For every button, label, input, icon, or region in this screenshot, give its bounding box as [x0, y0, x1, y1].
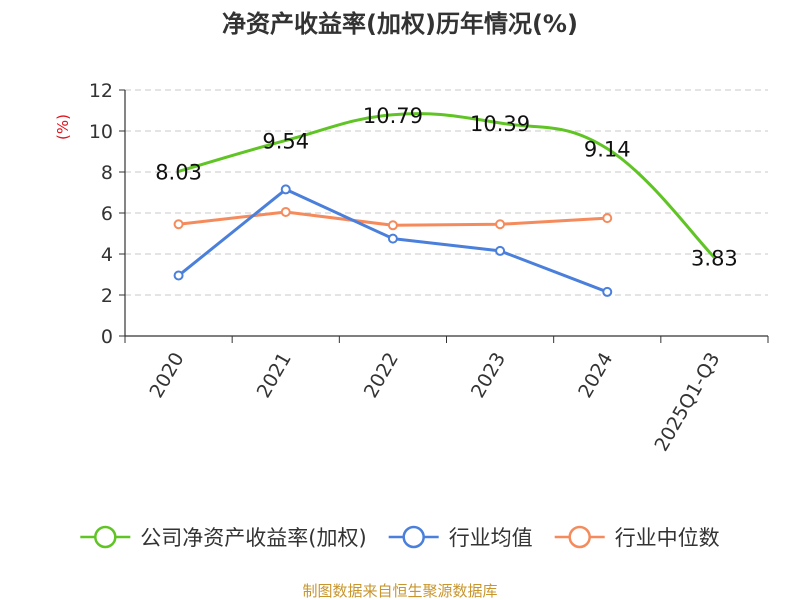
x-tick-label: 2023 [467, 349, 510, 402]
x-tick-label: 2020 [145, 349, 188, 402]
legend-label: 行业中位数 [615, 526, 720, 550]
legend-item: 行业均值 [388, 525, 533, 550]
data-point [495, 245, 506, 256]
legend-marker [568, 525, 591, 549]
data-point [280, 206, 291, 217]
series-layer [173, 112, 716, 297]
legend-label: 公司净资产收益率(加权) [140, 526, 366, 550]
chart-title: 净资产收益率(加权)历年情况(%) [222, 10, 578, 38]
y-tick-label: 10 [89, 121, 113, 143]
legend-item: 行业中位数 [554, 525, 720, 550]
x-tick-label: 2025Q1-Q3 [650, 349, 724, 455]
y-tick-label: 0 [101, 326, 113, 348]
data-point [602, 213, 613, 224]
series-line [177, 112, 716, 259]
data-label: 10.39 [470, 112, 530, 136]
y-tick-label: 6 [101, 203, 113, 225]
y-tick-label: 4 [101, 244, 113, 266]
legend: 公司净资产收益率(加权) 行业均值 行业中位数 [80, 525, 720, 550]
data-point [173, 219, 184, 230]
data-label: 10.79 [363, 104, 423, 128]
series-1 [173, 184, 613, 297]
legend-label: 行业均值 [449, 526, 533, 550]
data-point [602, 286, 613, 297]
data-label: 3.83 [691, 246, 738, 270]
x-tick-label: 2021 [253, 349, 296, 402]
grid-lines [125, 89, 768, 296]
data-label: 9.54 [262, 129, 309, 153]
legend-item: 公司净资产收益率(加权) [80, 525, 367, 550]
data-labels: 8.03 9.54 10.79 10.39 9.14 3.83 [155, 104, 738, 271]
source-note: 制图数据来自恒生聚源数据库 [302, 582, 497, 600]
data-label: 8.03 [155, 160, 202, 184]
y-tick-label: 8 [101, 162, 113, 184]
data-point [387, 220, 398, 231]
series-2 [173, 206, 613, 231]
legend-marker [94, 525, 117, 549]
data-point [280, 184, 291, 195]
series-0 [177, 112, 716, 259]
y-axis-label: (%) [54, 114, 72, 140]
legend-marker [402, 525, 425, 549]
data-point [387, 233, 398, 244]
y-tick-label: 2 [101, 285, 113, 307]
x-tick-label: 2022 [360, 349, 403, 402]
data-point [495, 219, 506, 230]
data-label: 9.14 [584, 138, 631, 162]
x-tick-label: 2024 [574, 349, 617, 402]
data-point [173, 270, 184, 281]
y-tick-label: 12 [89, 80, 113, 102]
